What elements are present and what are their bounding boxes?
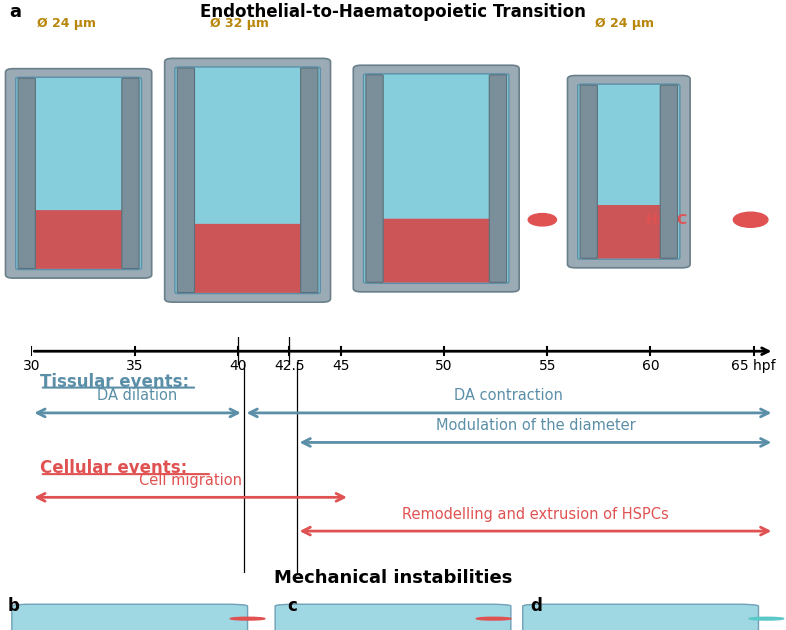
FancyBboxPatch shape xyxy=(523,604,758,630)
Text: DA contraction: DA contraction xyxy=(454,389,564,403)
FancyBboxPatch shape xyxy=(178,68,195,292)
FancyBboxPatch shape xyxy=(364,74,509,284)
Text: Tissular events:: Tissular events: xyxy=(40,373,189,391)
FancyBboxPatch shape xyxy=(21,210,136,269)
Text: Endothelial-to-Haematopoietic Transition: Endothelial-to-Haematopoietic Transition xyxy=(200,3,586,21)
Text: a: a xyxy=(9,3,21,21)
Text: 42.5: 42.5 xyxy=(274,359,305,373)
FancyBboxPatch shape xyxy=(181,224,314,293)
FancyBboxPatch shape xyxy=(489,75,507,282)
Text: HSPC: HSPC xyxy=(645,213,688,227)
FancyBboxPatch shape xyxy=(300,68,318,292)
Text: 65 hpf: 65 hpf xyxy=(731,359,776,373)
Text: Ø 24 μm: Ø 24 μm xyxy=(37,17,97,30)
Text: 35: 35 xyxy=(126,359,143,373)
FancyBboxPatch shape xyxy=(6,69,152,278)
Text: DA dilation: DA dilation xyxy=(97,389,178,403)
Text: 30: 30 xyxy=(23,359,40,373)
Circle shape xyxy=(528,214,556,226)
Circle shape xyxy=(733,212,768,227)
FancyBboxPatch shape xyxy=(660,85,678,258)
FancyBboxPatch shape xyxy=(16,77,141,270)
FancyBboxPatch shape xyxy=(578,84,680,259)
FancyBboxPatch shape xyxy=(567,76,690,268)
Text: Cell migration: Cell migration xyxy=(139,473,242,488)
FancyBboxPatch shape xyxy=(354,66,520,292)
Text: Cellular events:: Cellular events: xyxy=(40,459,187,478)
FancyBboxPatch shape xyxy=(580,85,597,258)
Text: Ø 24 μm: Ø 24 μm xyxy=(595,17,655,30)
Text: 40: 40 xyxy=(229,359,247,373)
FancyBboxPatch shape xyxy=(174,67,321,294)
FancyBboxPatch shape xyxy=(122,78,139,268)
Text: 55: 55 xyxy=(538,359,556,373)
Text: d: d xyxy=(531,597,542,616)
Text: c: c xyxy=(287,597,297,616)
Circle shape xyxy=(230,617,265,620)
FancyBboxPatch shape xyxy=(165,59,330,302)
Text: Remodelling and extrusion of HSPCs: Remodelling and extrusion of HSPCs xyxy=(402,507,669,522)
Text: Ø 32 μm: Ø 32 μm xyxy=(211,17,269,30)
FancyBboxPatch shape xyxy=(369,219,504,283)
FancyBboxPatch shape xyxy=(366,75,384,282)
Circle shape xyxy=(476,617,511,620)
FancyBboxPatch shape xyxy=(583,205,674,258)
Text: 45: 45 xyxy=(332,359,350,373)
Circle shape xyxy=(749,617,784,620)
Text: 50: 50 xyxy=(435,359,453,373)
Text: Modulation of the diameter: Modulation of the diameter xyxy=(435,418,635,433)
FancyBboxPatch shape xyxy=(18,78,35,268)
FancyBboxPatch shape xyxy=(275,604,511,630)
Text: Mechanical instabilities: Mechanical instabilities xyxy=(274,569,512,587)
Text: 60: 60 xyxy=(641,359,659,373)
FancyBboxPatch shape xyxy=(12,604,248,630)
Text: b: b xyxy=(8,597,20,616)
